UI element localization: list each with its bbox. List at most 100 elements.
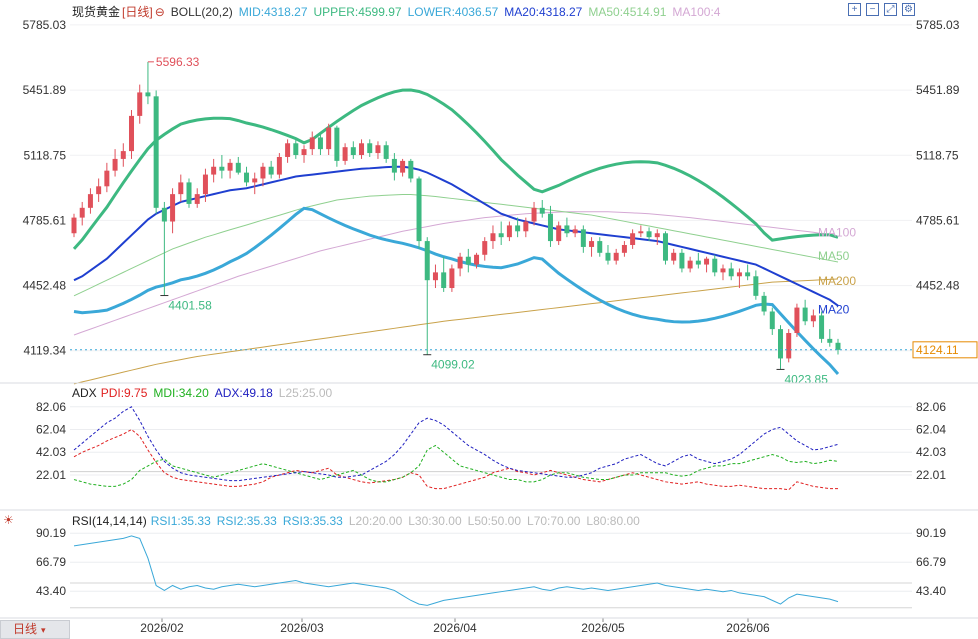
y-tick-label: 4785.61 [23,213,67,227]
candle-body [712,258,718,273]
y-tick-label: 43.40 [36,584,66,598]
candle-body [219,166,225,171]
candle-body [79,207,85,218]
candle-body [580,229,586,247]
candle-body [753,276,759,296]
period-tab[interactable]: 日线 ▾ [0,620,70,639]
candle-body [704,258,710,265]
indicator-settings-icon[interactable]: ☀ [3,513,14,527]
candle-body [227,162,233,171]
y-tick-label: 4119.34 [24,344,67,358]
boll-lower-line [73,206,840,375]
candle-body [465,256,471,265]
candle-body [367,143,373,154]
y-tick-label: 4452.48 [23,279,67,293]
ma50-value: MA50:4514.91 [588,5,667,19]
zoom-in-icon[interactable]: + [848,3,861,16]
candle-body [375,145,381,154]
candle-body [326,127,332,150]
candle-body [802,307,808,322]
rsi-l70: L70:70.00 [527,514,581,528]
x-tick-label: 2026/03 [280,621,324,635]
candle-body [745,272,751,277]
candle-body [777,329,783,359]
candle-body [662,233,668,261]
candle-body [547,213,553,242]
symbol-title: 现货黄金 [72,5,121,19]
boll-upper-value: UPPER:4599.97 [313,5,402,19]
settings-icon[interactable]: ⚙ [902,3,915,16]
candle-body [260,166,266,179]
chevron-down-icon: ▾ [41,625,46,635]
candle-body [178,182,184,195]
candle-body [161,207,167,222]
annotation-label: 5596.33 [156,55,200,69]
adx-title: ADX [72,386,97,400]
candle-body [687,260,693,269]
y-tick-label-right: 5451.89 [916,83,960,97]
rsi-l20: L20:20.00 [348,514,403,528]
adx-line [73,406,839,482]
adx-header: ADX PDI:9.75 MDI:34.20 ADX:49.18 L25:25.00 [72,386,338,400]
line-end-label: MA20 [818,303,850,317]
candle-body [170,194,176,222]
zoom-out-icon[interactable]: − [866,3,879,16]
candle-body [194,194,200,204]
candle-body [145,92,151,97]
candle-body [309,137,315,150]
candle-body [383,145,389,159]
candle-body [597,241,603,253]
pdi-value: PDI:9.75 [100,386,148,400]
candle-body [556,225,562,242]
candle-body [819,315,825,339]
candle-body [523,221,529,232]
ma20-value: MA20:4318.27 [504,5,583,19]
pdi-line [73,428,838,491]
y-tick-label: 5118.75 [24,148,67,162]
y-tick-label-right: 5785.03 [916,18,960,32]
candle-body [244,172,250,183]
candle-body [827,338,833,343]
expand-icon[interactable]: ⤢ [884,3,897,16]
candle-body [441,272,447,289]
main-indicator-header: 现货黄金 [日线] ⊖ BOLL(20,2) MID:4318.27 UPPER:4599… [72,5,726,19]
candle-body [786,333,792,359]
candle-body [416,178,422,242]
candle-body [285,143,291,157]
candle-body [449,268,455,289]
candle-body [129,115,135,152]
rsi-l30: L30:30.00 [408,514,462,528]
boll-mid-value: MID:4318.27 [238,5,308,19]
annotation-label: 4099.02 [431,358,475,372]
y-tick-label-right: 4452.48 [916,279,960,293]
candle-body [720,268,726,273]
period-toggle-icon[interactable]: ⊖ [154,5,165,19]
candle-body [646,231,652,238]
y-tick-label-right: 82.06 [916,400,946,414]
candle-body [211,166,217,175]
candle-body [252,178,258,183]
x-tick-label: 2026/02 [140,621,184,635]
period-tab-label: 日线 [13,622,38,636]
y-tick-label: 62.04 [36,423,66,437]
candle-body [268,166,274,175]
mdi-value: MDI:34.20 [153,386,209,400]
period-tag: [日线] [122,5,153,19]
candle-body [293,143,299,156]
boll-lower-value: LOWER:4036.57 [407,5,499,19]
candle-body [400,160,406,173]
y-tick-label-right: 66.79 [916,555,946,569]
x-tick-label: 2026/06 [726,621,770,635]
rsi-panel: 90.19 90.19 66.79 66.79 43.40 43.40 [36,526,946,609]
y-tick-label-right: 90.19 [916,526,946,540]
rsi-l80: L80:80.00 [586,514,640,528]
candle-body [498,233,504,238]
candle-body [153,96,159,208]
price-tag [912,341,978,359]
candle-body [671,252,677,261]
candle-body [490,233,496,242]
y-tick-label: 90.19 [36,526,66,540]
candle-body [613,252,619,261]
line-end-label: MA200 [818,274,856,288]
